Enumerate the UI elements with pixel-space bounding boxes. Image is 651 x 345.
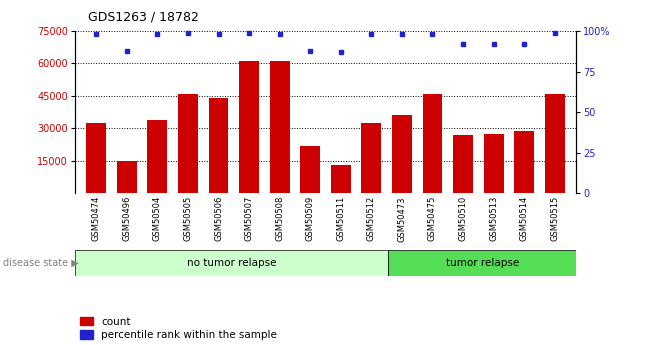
- Bar: [484, 134, 503, 193]
- Bar: [422, 94, 443, 193]
- Bar: [208, 98, 229, 193]
- Bar: [361, 123, 381, 193]
- Text: disease state ▶: disease state ▶: [3, 258, 79, 268]
- Text: GSM50506: GSM50506: [214, 196, 223, 241]
- Bar: [117, 161, 137, 193]
- Bar: [300, 146, 320, 193]
- Bar: [331, 165, 351, 193]
- Text: GSM50515: GSM50515: [550, 196, 559, 241]
- Bar: [545, 94, 564, 193]
- Bar: [148, 120, 167, 193]
- Text: tumor relapse: tumor relapse: [445, 258, 519, 268]
- Bar: [239, 61, 259, 193]
- Bar: [87, 123, 106, 193]
- Text: GDS1263 / 18782: GDS1263 / 18782: [88, 10, 199, 23]
- Text: GSM50496: GSM50496: [122, 196, 132, 241]
- Text: GSM50507: GSM50507: [245, 196, 254, 241]
- Bar: [75, 250, 388, 276]
- Bar: [178, 94, 198, 193]
- Text: GSM50505: GSM50505: [184, 196, 193, 241]
- Bar: [388, 250, 576, 276]
- Text: GSM50509: GSM50509: [306, 196, 314, 241]
- Text: GSM50474: GSM50474: [92, 196, 101, 241]
- Text: GSM50510: GSM50510: [458, 196, 467, 241]
- Text: GSM50512: GSM50512: [367, 196, 376, 241]
- Text: GSM50504: GSM50504: [153, 196, 162, 241]
- Text: GSM50513: GSM50513: [489, 196, 498, 241]
- Text: GSM50511: GSM50511: [337, 196, 345, 241]
- Text: GSM50475: GSM50475: [428, 196, 437, 241]
- Bar: [514, 130, 534, 193]
- Text: GSM50514: GSM50514: [519, 196, 529, 241]
- Text: GSM50473: GSM50473: [397, 196, 406, 241]
- Bar: [392, 115, 412, 193]
- Text: no tumor relapse: no tumor relapse: [187, 258, 276, 268]
- Text: GSM50508: GSM50508: [275, 196, 284, 241]
- Bar: [270, 61, 290, 193]
- Bar: [453, 135, 473, 193]
- Legend: count, percentile rank within the sample: count, percentile rank within the sample: [80, 317, 277, 340]
